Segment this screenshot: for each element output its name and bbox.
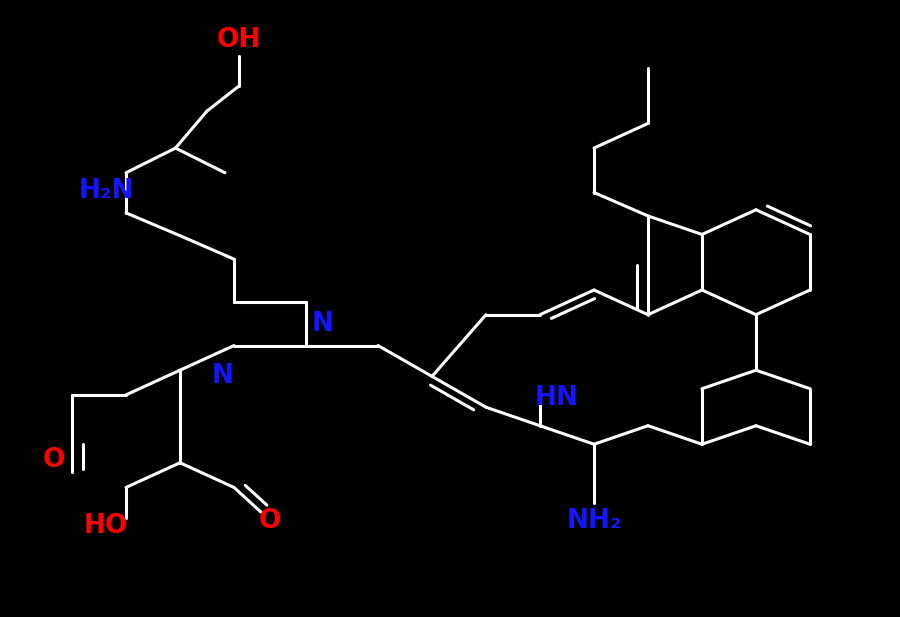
Text: HN: HN: [535, 385, 578, 411]
Text: N: N: [311, 311, 333, 337]
Text: HO: HO: [84, 513, 129, 539]
Text: H₂N: H₂N: [78, 178, 134, 204]
Text: NH₂: NH₂: [566, 508, 622, 534]
Text: O: O: [43, 447, 65, 473]
Text: OH: OH: [216, 27, 261, 53]
Text: N: N: [212, 363, 233, 389]
Text: O: O: [259, 508, 281, 534]
